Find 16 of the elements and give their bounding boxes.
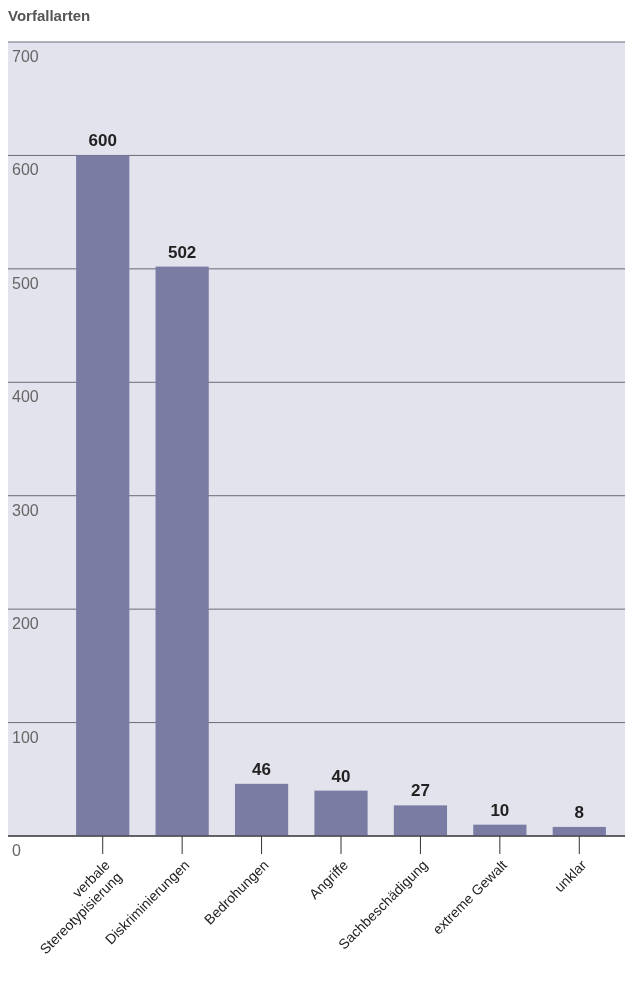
data-label: 46 <box>252 759 272 779</box>
y-tick-label: 700 <box>12 48 39 65</box>
y-tick-label: 100 <box>12 728 39 746</box>
data-label: 600 <box>88 131 117 151</box>
data-label: 502 <box>167 242 197 262</box>
data-label: 27 <box>410 781 430 801</box>
y-tick-label: 200 <box>12 615 39 633</box>
y-tick-label: 300 <box>12 501 39 519</box>
y-tick-label: 400 <box>12 388 39 406</box>
y-tick-label: 0 <box>12 842 21 859</box>
y-tick-label: 500 <box>12 274 39 292</box>
data-label: 10 <box>490 800 510 820</box>
data-label: 40 <box>331 766 351 786</box>
y-tick-label: 600 <box>12 161 39 179</box>
chart-title: Vorfallarten <box>8 7 91 24</box>
data-label: 8 <box>574 802 585 822</box>
